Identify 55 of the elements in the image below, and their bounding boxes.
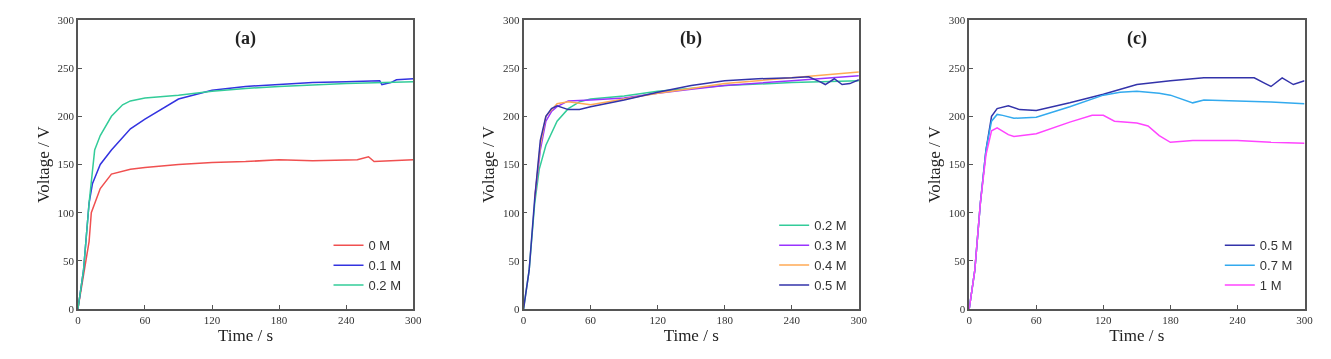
x-tick-label: 60 (139, 313, 151, 326)
y-axis-title: Voltage / V (924, 125, 944, 203)
y-axis-title: Voltage / V (33, 125, 53, 203)
y-tick-label: 100 (503, 206, 521, 219)
y-tick-label: 50 (508, 254, 521, 267)
x-tick-label: 60 (1030, 313, 1043, 326)
x-tick-label: 300 (850, 313, 868, 326)
legend-label: 0.7 M (1259, 258, 1293, 274)
y-tick-label: 200 (57, 110, 75, 123)
x-tick-label: 180 (716, 313, 734, 326)
x-axis-title: Time / s (1109, 325, 1165, 345)
legend-label: 1 M (1259, 278, 1282, 294)
text: (a) (235, 28, 256, 49)
y-tick-label: 300 (948, 13, 966, 26)
y-tick-label: 300 (503, 13, 521, 26)
legend-label: 0.2 M (814, 218, 847, 234)
x-tick-label: 240 (1229, 313, 1247, 326)
y-tick-label: 250 (948, 62, 966, 75)
y-tick-label: 250 (57, 62, 75, 75)
text: (c) (1127, 28, 1147, 49)
x-tick-label: 180 (270, 313, 288, 326)
y-tick-label: 0 (68, 302, 75, 315)
y-axis-title: Voltage / V (479, 125, 499, 203)
x-axis-title: Time / s (663, 325, 719, 345)
y-tick-label: 150 (948, 158, 966, 171)
x-tick-label: 300 (1296, 313, 1314, 326)
legend-label: 0.5 M (814, 278, 847, 294)
legend-label: 0.1 M (368, 258, 402, 274)
y-tick-label: 0 (514, 302, 521, 315)
legend-label: 0.5 M (1259, 238, 1293, 254)
y-tick-label: 0 (959, 302, 966, 315)
y-tick-label: 50 (954, 254, 966, 267)
x-tick-label: 180 (1162, 313, 1180, 326)
legend-label: 0.4 M (814, 258, 847, 274)
y-tick-label: 300 (57, 13, 75, 26)
y-tick-label: 150 (503, 158, 521, 171)
legend-label: 0.3 M (814, 238, 847, 254)
y-tick-label: 100 (948, 206, 966, 219)
x-tick-label: 300 (404, 313, 422, 326)
y-tick-label: 150 (57, 158, 75, 171)
x-tick-label: 120 (203, 313, 221, 326)
y-tick-label: 200 (948, 110, 966, 123)
y-tick-label: 100 (57, 206, 75, 219)
x-axis-title: Time / s (218, 325, 274, 345)
legend-label: 0.2 M (368, 278, 402, 294)
x-tick-label: 240 (337, 313, 355, 326)
legend-label: 0 M (368, 238, 391, 254)
x-tick-label: 60 (585, 313, 597, 326)
y-tick-label: 50 (62, 254, 75, 267)
x-tick-label: 240 (783, 313, 801, 326)
x-tick-label: 120 (649, 313, 667, 326)
y-tick-label: 200 (503, 110, 521, 123)
text: (b) (680, 28, 702, 49)
y-tick-label: 250 (503, 62, 521, 75)
x-tick-label: 120 (1095, 313, 1113, 326)
